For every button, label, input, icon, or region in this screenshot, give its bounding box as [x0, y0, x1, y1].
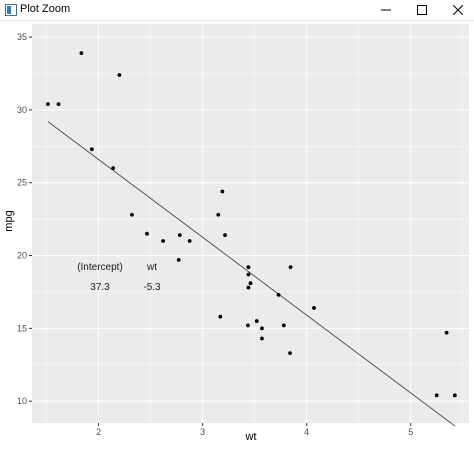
x-tick-label: 2	[96, 427, 101, 437]
data-point	[260, 336, 264, 341]
major-gridlines	[32, 24, 469, 423]
window-title: Plot Zoom	[20, 3, 71, 15]
app-window-icon	[5, 4, 17, 16]
data-point	[111, 166, 116, 171]
plot-panel	[32, 24, 469, 423]
data-point	[216, 212, 221, 217]
x-axis-label: wt	[245, 431, 257, 443]
x-tick-label: 5	[408, 427, 413, 437]
data-point	[248, 281, 253, 286]
maximize-icon	[417, 5, 427, 15]
data-point	[46, 102, 50, 106]
regression-line	[47, 121, 456, 427]
data-point	[56, 102, 61, 106]
data-point	[288, 351, 292, 356]
title-bar: Plot Zoom	[0, 0, 474, 21]
y-tick-label: 30	[17, 105, 27, 115]
x-tick-label: 3	[200, 427, 205, 437]
plot-area: 2 3 4 5 10 15 20 25 30 35 (Intercept) wt 37.3 -5.…	[0, 20, 474, 445]
data-point	[281, 323, 286, 328]
y-tick-label: 10	[17, 396, 27, 406]
close-button[interactable]	[440, 0, 474, 20]
close-icon	[453, 5, 463, 15]
data-point	[89, 147, 94, 152]
minimize-button[interactable]	[368, 0, 404, 20]
data-point	[145, 231, 149, 236]
data-point	[79, 51, 84, 56]
maximize-button[interactable]	[404, 0, 440, 20]
annotation-value-wt: -5.3	[143, 282, 161, 293]
data-point	[223, 233, 227, 238]
data-point	[161, 239, 166, 243]
axis-tick-labels: 2 3 4 5 10 15 20 25 30 35	[17, 32, 413, 437]
data-point	[117, 73, 122, 77]
y-tick-label: 25	[17, 178, 27, 188]
scatter-chart: 2 3 4 5 10 15 20 25 30 35 (Intercept) wt 37.3 -5.…	[3, 24, 469, 443]
data-point	[260, 326, 264, 331]
y-axis-label: mpg	[3, 210, 15, 231]
data-point	[288, 265, 293, 270]
data-point	[434, 393, 439, 398]
data-point	[245, 323, 250, 328]
data-point	[276, 292, 281, 297]
annotation-value-intercept: 37.3	[90, 282, 110, 293]
data-point	[312, 306, 316, 310]
data-point	[129, 212, 134, 217]
data-point	[246, 285, 251, 290]
x-tick-label: 4	[304, 427, 309, 437]
data-point	[177, 233, 182, 238]
data-point	[218, 314, 223, 319]
data-points	[46, 51, 457, 398]
data-point	[176, 258, 181, 262]
data-point	[246, 265, 251, 270]
y-tick-label: 15	[17, 323, 27, 333]
axis-ticks	[29, 36, 412, 426]
annotation-header-wt: wt	[146, 262, 157, 273]
data-point	[452, 393, 457, 398]
annotation-header-intercept: (Intercept)	[77, 262, 123, 273]
data-point	[444, 330, 449, 335]
minor-gridlines	[32, 24, 469, 423]
y-tick-label: 20	[17, 251, 27, 261]
minimize-icon	[381, 9, 391, 11]
data-point	[220, 189, 225, 194]
data-point	[254, 319, 259, 323]
y-tick-label: 35	[17, 32, 27, 42]
data-point	[187, 239, 192, 243]
data-point	[246, 272, 251, 277]
